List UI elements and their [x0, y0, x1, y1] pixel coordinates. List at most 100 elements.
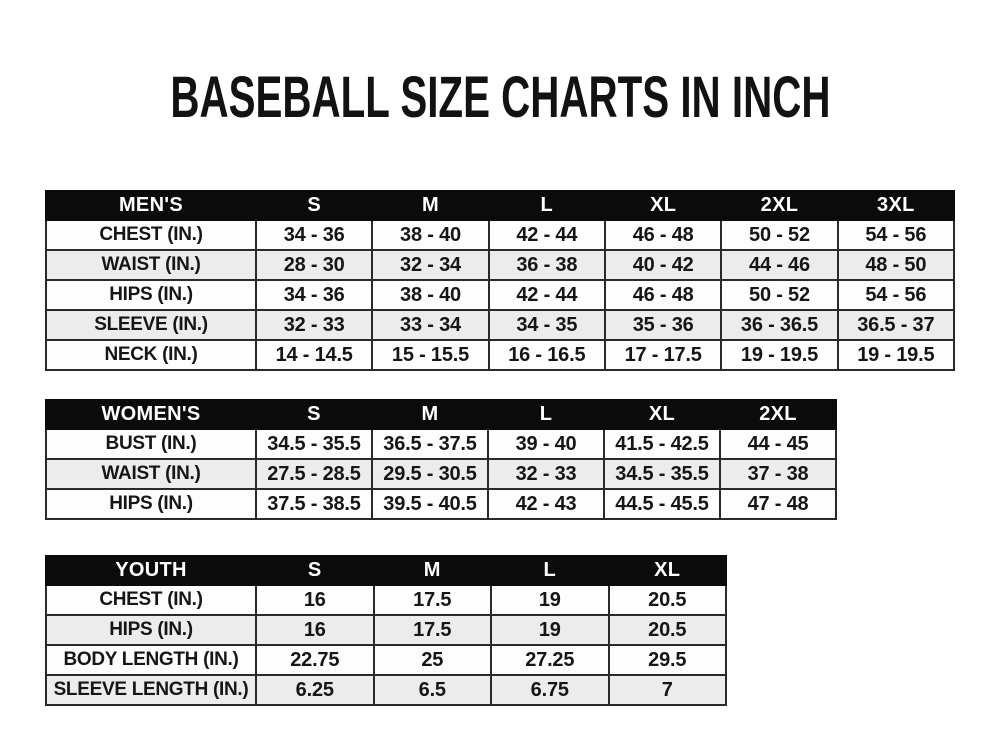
size-cell: 19	[490, 614, 610, 646]
size-cell: 38 - 40	[371, 219, 490, 251]
size-cell: 36 - 38	[487, 249, 606, 281]
youth-row-4: SLEEVE LENGTH (IN.) 6.25 6.5 6.75 7	[45, 674, 727, 706]
size-cell: 6.25	[255, 674, 375, 706]
row-label: SLEEVE (IN.)	[45, 309, 257, 341]
row-label: NECK (IN.)	[45, 339, 257, 371]
mens-header-label: MEN'S	[45, 190, 257, 221]
size-cell: 22.75	[255, 644, 375, 676]
womens-col-header-s: S	[255, 399, 373, 430]
size-cell: 44 - 46	[720, 249, 839, 281]
size-cell: 33 - 34	[371, 309, 490, 341]
row-label: WAIST (IN.)	[45, 458, 257, 490]
size-cell: 27.25	[490, 644, 610, 676]
mens-col-header-xl: XL	[603, 190, 723, 221]
size-cell: 41.5 - 42.5	[603, 428, 721, 460]
size-cell: 34 - 36	[254, 219, 374, 251]
row-label: BUST (IN.)	[45, 428, 257, 460]
size-cell: 7	[607, 674, 727, 706]
size-cell: 36 - 36.5	[720, 309, 839, 341]
womens-row-3: HIPS (IN.) 37.5 - 38.5 39.5 - 40.5 42 - 43 4…	[45, 488, 837, 520]
womens-header-row: WOMEN'S S M L XL 2XL	[45, 399, 837, 430]
size-cell: 46 - 48	[603, 219, 723, 251]
size-cell: 16	[255, 614, 375, 646]
size-cell: 48 - 50	[836, 249, 956, 281]
size-cell: 54 - 56	[836, 219, 956, 251]
size-cell: 14 - 14.5	[254, 339, 374, 371]
mens-col-header-s: S	[254, 190, 374, 221]
mens-col-header-2xl: 2XL	[720, 190, 839, 221]
size-cell: 37 - 38	[719, 458, 837, 490]
size-cell: 34 - 36	[254, 279, 374, 311]
mens-row-2: WAIST (IN.) 28 - 30 32 - 34 36 - 38 40 - 42 4…	[45, 249, 956, 281]
mens-size-table: MEN'S S M L XL 2XL 3XL CHEST (IN.) 34 - 36 38 - 4…	[45, 190, 956, 371]
size-cell: 6.5	[372, 674, 492, 706]
size-cell: 36.5 - 37.5	[371, 428, 489, 460]
womens-col-header-xl: XL	[603, 399, 721, 430]
womens-header-label: WOMEN'S	[45, 399, 257, 430]
size-cell: 47 - 48	[719, 488, 837, 520]
size-cell: 16	[255, 584, 375, 616]
size-cell: 54 - 56	[836, 279, 956, 311]
size-cell: 19 - 19.5	[720, 339, 839, 371]
size-cell: 19	[490, 584, 610, 616]
youth-col-header-l: L	[490, 555, 610, 586]
youth-row-1: CHEST (IN.) 16 17.5 19 20.5	[45, 584, 727, 616]
womens-col-header-2xl: 2XL	[719, 399, 837, 430]
row-label: HIPS (IN.)	[45, 488, 257, 520]
size-cell: 32 - 33	[254, 309, 374, 341]
size-cell: 44.5 - 45.5	[603, 488, 721, 520]
size-cell: 34 - 35	[487, 309, 606, 341]
size-cell: 39 - 40	[487, 428, 605, 460]
size-cell: 15 - 15.5	[371, 339, 490, 371]
womens-col-header-l: L	[487, 399, 605, 430]
size-cell: 37.5 - 38.5	[255, 488, 373, 520]
size-cell: 20.5	[607, 614, 727, 646]
size-cell: 39.5 - 40.5	[371, 488, 489, 520]
size-cell: 38 - 40	[371, 279, 490, 311]
size-cell: 46 - 48	[603, 279, 723, 311]
womens-size-table: WOMEN'S S M L XL 2XL BUST (IN.) 34.5 - 35.5 36.5…	[45, 399, 837, 520]
page-title: BASEBALL SIZE CHARTS IN INCH	[169, 63, 831, 130]
row-label: CHEST (IN.)	[45, 219, 257, 251]
size-cell: 50 - 52	[720, 219, 839, 251]
row-label: HIPS (IN.)	[45, 279, 257, 311]
row-label: HIPS (IN.)	[45, 614, 257, 646]
size-cell: 16 - 16.5	[487, 339, 606, 371]
size-cell: 34.5 - 35.5	[255, 428, 373, 460]
mens-row-1: CHEST (IN.) 34 - 36 38 - 40 42 - 44 46 - 48 5…	[45, 219, 956, 251]
size-cell: 29.5 - 30.5	[371, 458, 489, 490]
size-cell: 19 - 19.5	[836, 339, 956, 371]
size-cell: 17.5	[372, 584, 492, 616]
youth-col-header-s: S	[255, 555, 375, 586]
row-label: SLEEVE LENGTH (IN.)	[45, 674, 257, 706]
size-cell: 27.5 - 28.5	[255, 458, 373, 490]
size-cell: 20.5	[607, 584, 727, 616]
youth-row-2: HIPS (IN.) 16 17.5 19 20.5	[45, 614, 727, 646]
size-cell: 25	[372, 644, 492, 676]
size-cell: 42 - 44	[487, 219, 606, 251]
youth-row-3: BODY LENGTH (IN.) 22.75 25 27.25 29.5	[45, 644, 727, 676]
row-label: CHEST (IN.)	[45, 584, 257, 616]
youth-col-header-xl: XL	[607, 555, 727, 586]
size-cell: 29.5	[607, 644, 727, 676]
mens-col-header-l: L	[487, 190, 606, 221]
size-cell: 42 - 44	[487, 279, 606, 311]
womens-row-1: BUST (IN.) 34.5 - 35.5 36.5 - 37.5 39 - 40 4…	[45, 428, 837, 460]
youth-header-label: YOUTH	[45, 555, 257, 586]
size-cell: 32 - 33	[487, 458, 605, 490]
mens-col-header-3xl: 3XL	[836, 190, 956, 221]
row-label: BODY LENGTH (IN.)	[45, 644, 257, 676]
size-cell: 35 - 36	[603, 309, 723, 341]
size-cell: 17.5	[372, 614, 492, 646]
youth-col-header-m: M	[372, 555, 492, 586]
mens-row-5: NECK (IN.) 14 - 14.5 15 - 15.5 16 - 16.5 17 …	[45, 339, 956, 371]
youth-header-row: YOUTH S M L XL	[45, 555, 727, 586]
youth-size-table: YOUTH S M L XL CHEST (IN.) 16 17.5 19 20.5 HIPS (I…	[45, 555, 727, 706]
size-cell: 44 - 45	[719, 428, 837, 460]
row-label: WAIST (IN.)	[45, 249, 257, 281]
womens-col-header-m: M	[371, 399, 489, 430]
size-cell: 6.75	[490, 674, 610, 706]
size-cell: 17 - 17.5	[603, 339, 723, 371]
size-cell: 34.5 - 35.5	[603, 458, 721, 490]
